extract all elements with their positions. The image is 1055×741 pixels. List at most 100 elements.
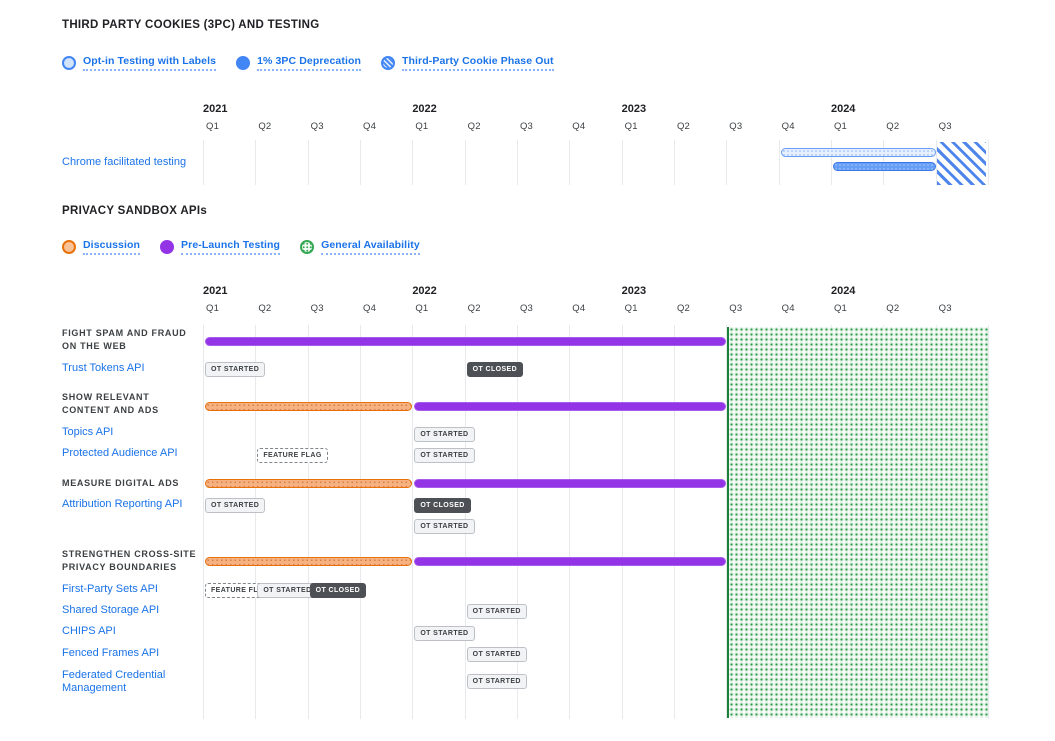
quarter-label: Q3	[310, 303, 324, 314]
badge-ot-started: OT STARTED	[466, 604, 527, 619]
row-label-link[interactable]: CHIPS API	[62, 625, 116, 637]
grid-line	[412, 325, 414, 719]
grid-line	[987, 325, 989, 719]
apis-section-title: PRIVACY SANDBOX APIs	[62, 205, 208, 217]
bar-1pct-3pc-deprecation	[832, 162, 936, 171]
quarter-label: Q3	[519, 303, 534, 314]
year-label: 2024	[830, 103, 856, 115]
grid-line	[673, 140, 675, 185]
quarter-label: Q3	[729, 121, 743, 132]
apis-legend: Discussion Pre-Launch Testing General Av…	[62, 239, 420, 255]
grid-line	[203, 140, 204, 185]
grid-line	[830, 140, 832, 185]
legend-item-opt-in-testing[interactable]: Opt-in Testing with Labels	[62, 55, 217, 71]
grid-line	[621, 140, 623, 185]
3pc-deprecation-swatch-icon	[236, 56, 251, 70]
badge-ot-started: OT STARTED	[466, 674, 527, 689]
row-label-link[interactable]: Federated Credential Management	[62, 669, 166, 694]
group-label: SHOW RELEVANT CONTENT AND ADS	[62, 392, 159, 415]
group-label: FIGHT SPAM AND FRAUD ON THE WEB	[62, 328, 187, 351]
row-label-link[interactable]: Shared Storage API	[62, 604, 160, 616]
grid-line	[516, 140, 518, 185]
quarter-label: Q3	[729, 303, 743, 314]
bar-pre-launch-testing	[414, 557, 727, 566]
badge-ot-started: OT STARTED	[414, 519, 475, 534]
badge-ot-closed: OT CLOSED	[414, 498, 471, 513]
legend-item-pre-launch-testing[interactable]: Pre-Launch Testing	[160, 239, 281, 255]
row-label-link[interactable]: Attribution Reporting API	[62, 498, 183, 510]
badge-ot-started: OT STARTED	[414, 427, 475, 442]
bar-discussion	[205, 557, 413, 566]
year-label: 2021	[203, 285, 228, 297]
general-availability-region	[727, 327, 988, 718]
bar-discussion	[205, 402, 413, 411]
grid-line	[255, 325, 257, 719]
quarter-label: Q2	[886, 121, 900, 132]
legend-item-cookie-phase-out[interactable]: Third-Party Cookie Phase Out	[381, 55, 554, 71]
bar-pre-launch-testing	[414, 402, 727, 411]
grid-line	[464, 140, 466, 185]
grid-line	[726, 140, 728, 185]
pre-launch-testing-swatch-icon	[160, 240, 175, 254]
quarter-label: Q1	[415, 121, 429, 132]
legend-item-general-availability[interactable]: General Availability	[300, 239, 420, 255]
row-label-link[interactable]: Fenced Frames API	[62, 647, 160, 659]
year-label: 2021	[203, 103, 228, 115]
badge-ot-started: OT STARTED	[205, 498, 266, 513]
quarter-label: Q3	[938, 121, 952, 132]
opt-in-testing-swatch-icon	[62, 56, 76, 70]
quarter-label: Q3	[310, 121, 324, 132]
row-label-link[interactable]: Protected Audience API	[62, 447, 178, 459]
quarter-label: Q2	[467, 121, 481, 132]
row-label-link[interactable]: Chrome facilitated testing	[62, 156, 187, 168]
row-label-link[interactable]: First-Party Sets API	[62, 583, 158, 595]
grid-line	[359, 325, 361, 719]
group-label: STRENGTHEN CROSS-SITE PRIVACY BOUNDARIES	[62, 549, 197, 572]
row-label-link[interactable]: Topics API	[62, 426, 114, 438]
grid-line	[987, 140, 989, 185]
year-label: 2023	[621, 285, 647, 297]
year-label: 2023	[621, 103, 647, 115]
3pc-legend: Opt-in Testing with Labels 1% 3PC Deprec…	[62, 55, 554, 71]
year-label: 2024	[830, 285, 856, 297]
quarter-label: Q1	[833, 121, 848, 132]
quarter-label: Q2	[258, 303, 272, 314]
bar-discussion	[205, 479, 413, 488]
quarter-label: Q4	[781, 121, 795, 132]
year-label: 2022	[412, 103, 437, 115]
row-label-link[interactable]: Trust Tokens API	[62, 362, 145, 374]
quarter-label: Q1	[624, 121, 638, 132]
grid-line	[307, 325, 309, 719]
legend-item-3pc-deprecation[interactable]: 1% 3PC Deprecation	[236, 55, 361, 71]
legend-item-discussion[interactable]: Discussion	[62, 239, 141, 255]
legend-label: Opt-in Testing with Labels	[83, 55, 217, 71]
grid-line	[935, 140, 937, 185]
quarter-label: Q3	[938, 303, 952, 314]
quarter-label: Q2	[258, 121, 272, 132]
quarter-label: Q4	[781, 303, 795, 314]
grid-line	[621, 325, 623, 719]
quarter-label: Q1	[206, 303, 220, 314]
grid-line	[778, 140, 780, 185]
general-availability-swatch-icon	[300, 240, 315, 254]
bar-pre-launch-testing	[205, 337, 727, 346]
quarter-label: Q1	[415, 303, 429, 314]
quarter-label: Q2	[467, 303, 481, 314]
grid-line	[726, 325, 728, 719]
badge-ot-started: OT STARTED	[414, 626, 475, 641]
quarter-label: Q4	[572, 303, 586, 314]
legend-label: Pre-Launch Testing	[181, 239, 281, 255]
discussion-swatch-icon	[62, 240, 76, 254]
legend-label: Discussion	[83, 239, 141, 255]
badge-ot-started: OT STARTED	[414, 448, 475, 463]
badge-feature-flag: FEATURE FLAG	[257, 448, 328, 463]
grid-line	[569, 325, 571, 719]
quarter-label: Q4	[362, 121, 377, 132]
quarter-label: Q1	[206, 121, 220, 132]
quarter-label: Q3	[519, 121, 534, 132]
third-party-cookie-phase-out-region	[936, 142, 986, 185]
badge-ot-started: OT STARTED	[466, 647, 527, 662]
cookie-phase-out-swatch-icon	[381, 56, 395, 70]
grid-line	[673, 325, 675, 719]
